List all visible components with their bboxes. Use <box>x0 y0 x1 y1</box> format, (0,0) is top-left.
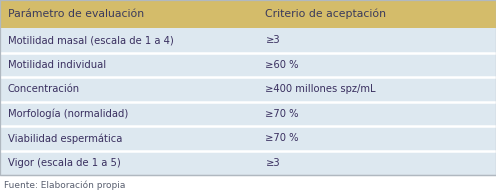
Text: Parámetro de evaluación: Parámetro de evaluación <box>8 9 144 19</box>
Text: Viabilidad espermática: Viabilidad espermática <box>8 133 123 144</box>
Bar <box>0 151 496 175</box>
Text: Vigor (escala de 1 a 5): Vigor (escala de 1 a 5) <box>8 158 121 168</box>
Text: Fuente: Elaboración propia: Fuente: Elaboración propia <box>4 180 125 190</box>
Text: ≥3: ≥3 <box>265 158 280 168</box>
Text: ≥400 millones spz/mL: ≥400 millones spz/mL <box>265 84 376 94</box>
Text: ≥60 %: ≥60 % <box>265 60 299 70</box>
Bar <box>0 0 496 175</box>
Text: Concentración: Concentración <box>8 84 80 94</box>
Text: Criterio de aceptación: Criterio de aceptación <box>265 9 386 19</box>
Bar <box>0 126 496 151</box>
Bar <box>0 52 496 77</box>
Bar <box>0 77 496 102</box>
Text: ≥70 %: ≥70 % <box>265 133 299 143</box>
Bar <box>0 28 496 52</box>
Text: Motilidad masal (escala de 1 a 4): Motilidad masal (escala de 1 a 4) <box>8 35 174 45</box>
Text: Motilidad individual: Motilidad individual <box>8 60 106 70</box>
Text: ≥70 %: ≥70 % <box>265 109 299 119</box>
Bar <box>0 0 496 28</box>
Bar <box>0 102 496 126</box>
Text: ≥3: ≥3 <box>265 35 280 45</box>
Text: Morfología (normalidad): Morfología (normalidad) <box>8 108 128 119</box>
